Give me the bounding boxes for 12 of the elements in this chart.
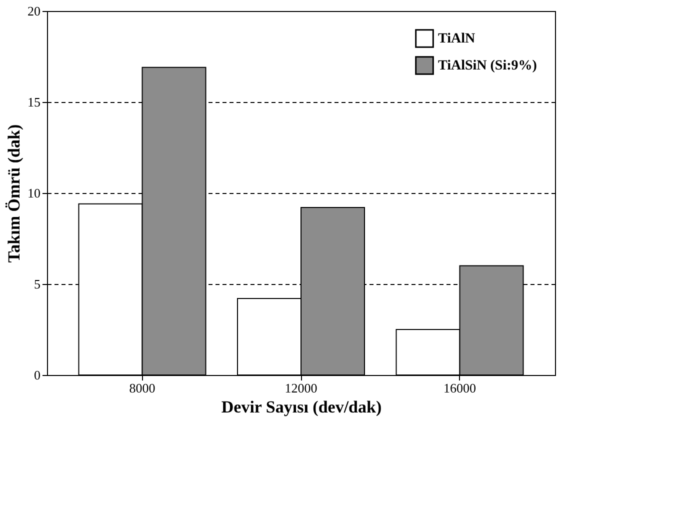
x-tick-label: 16000 [444, 380, 476, 396]
y-tick-label: 15 [28, 94, 40, 110]
legend-label: TiAlSiN (Si:9%) [438, 58, 538, 74]
x-axis-title: Devir Sayısı (dev/dak) [221, 398, 382, 416]
legend-label: TiAlN [438, 32, 476, 46]
y-tick-label: 10 [28, 186, 40, 200]
y-tick-label: 5 [34, 276, 40, 292]
x-tick-label: 12000 [284, 380, 318, 396]
x-tick-label: 8000 [129, 380, 156, 396]
y-tick-label: 20 [28, 4, 40, 18]
y-axis-title: Takım Ömrü (dak) [4, 124, 24, 263]
y-tick-label: 0 [34, 368, 40, 382]
